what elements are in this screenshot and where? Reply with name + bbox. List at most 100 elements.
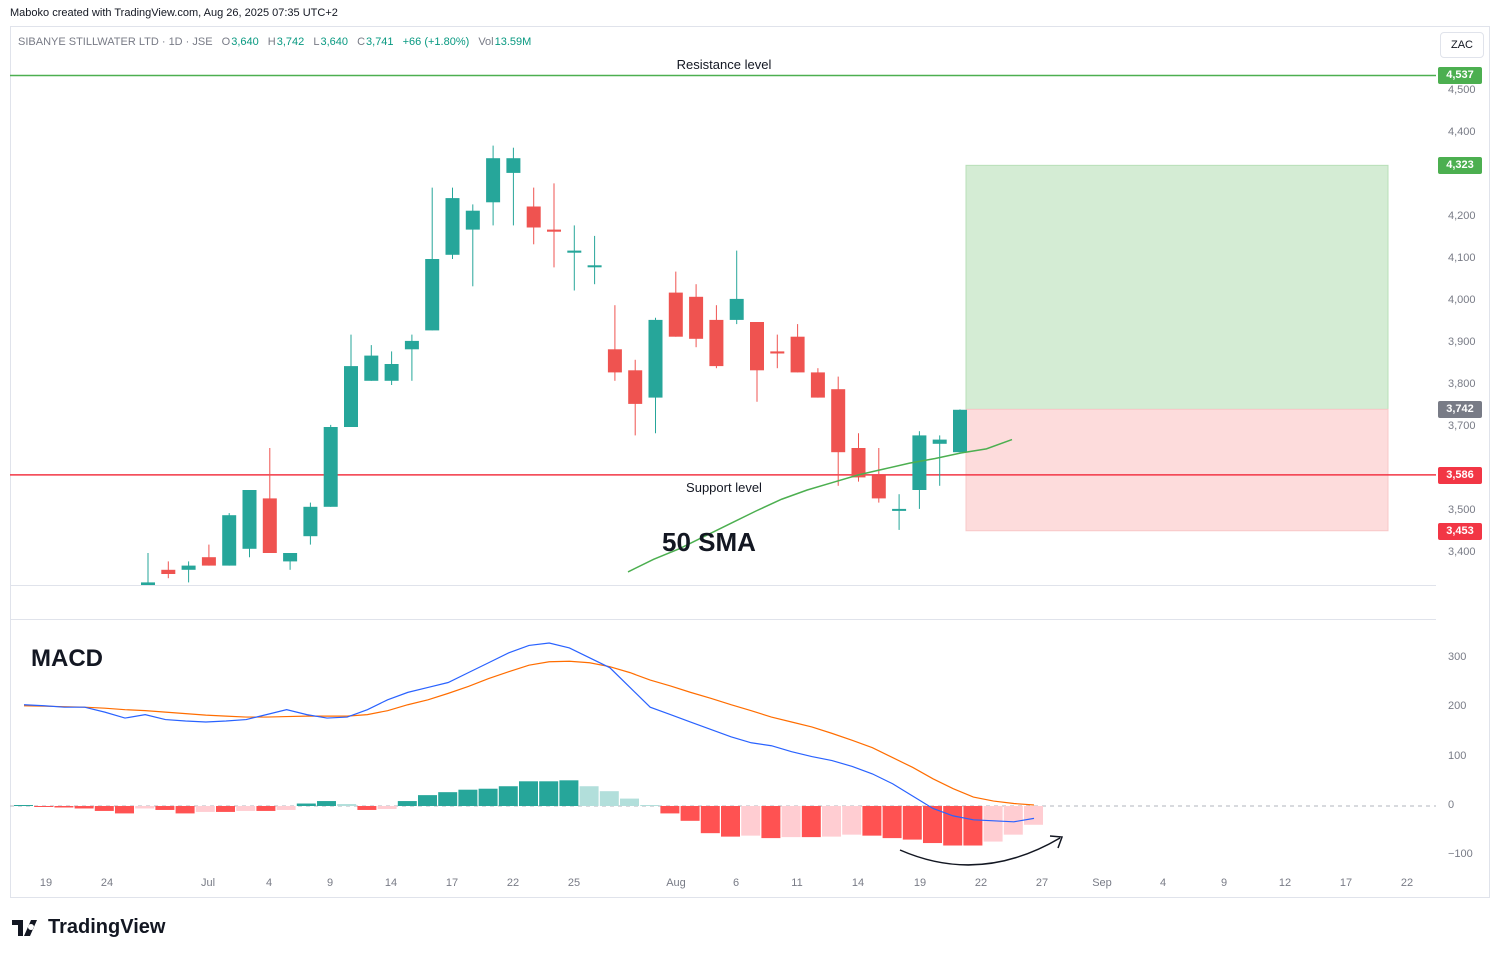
time-tick: 12 (1278, 877, 1292, 889)
candle-down (790, 336, 805, 373)
candle-up (912, 435, 927, 490)
resistance-label: Resistance level (676, 57, 772, 72)
macd-histogram-bar (34, 806, 54, 807)
candle-up (283, 553, 298, 562)
macd-histogram-bar (862, 806, 882, 836)
candle-up (384, 364, 399, 381)
price-tag: 4,323 (1438, 157, 1482, 175)
macd-histogram-bar (115, 806, 134, 814)
tradingview-logo[interactable]: TradingView (12, 916, 165, 939)
time-tick: 22 (1400, 877, 1414, 889)
time-tick: 25 (567, 877, 581, 889)
macd-tick: 300 (1448, 650, 1467, 663)
macd-histogram-bar (660, 806, 680, 814)
candle-down (607, 349, 622, 373)
macd-histogram-bar (882, 806, 902, 839)
time-tick: 14 (384, 877, 398, 889)
candle-down (851, 448, 866, 478)
macd-histogram-bar (74, 806, 94, 809)
time-tick: 4 (265, 877, 273, 889)
candle-up (323, 427, 338, 507)
macd-tick: 100 (1448, 749, 1467, 762)
candle-down (262, 498, 277, 553)
price-pane[interactable] (10, 74, 1436, 595)
macd-histogram-bar (14, 805, 33, 807)
close-value: 3,741 (366, 36, 394, 48)
volume-value: 13.59M (494, 36, 532, 48)
macd-histogram-bar (599, 791, 619, 806)
macd-histogram-bar (458, 789, 478, 806)
time-tick: 11 (791, 877, 803, 889)
macd-histogram-bar (640, 805, 660, 807)
time-tick: 19 (39, 877, 53, 889)
high-value: 3,742 (276, 36, 305, 48)
macd-histogram-bar (94, 806, 114, 811)
time-tick: 19 (913, 877, 927, 889)
candle-up (506, 158, 521, 173)
candle-up (729, 298, 744, 320)
macd-histogram-bar (377, 806, 397, 809)
time-tick: 22 (506, 877, 520, 889)
macd-histogram-bar (943, 806, 963, 846)
macd-histogram-bar (296, 803, 316, 806)
macd-tick: −100 (1448, 848, 1473, 861)
macd-histogram-bar (963, 806, 983, 846)
macd-tick: 200 (1448, 700, 1467, 713)
macd-histogram-bar (135, 806, 155, 809)
candle-up (587, 265, 602, 268)
macd-histogram-bar (579, 786, 599, 806)
price-tick: 3,700 (1448, 420, 1476, 432)
candle-up (648, 319, 663, 398)
time-tick: 27 (1035, 877, 1049, 889)
symbol-name[interactable]: SIBANYE STILLWATER LTD · 1D · JSE (18, 36, 213, 48)
macd-histogram-bar (397, 801, 417, 806)
candle-down (547, 229, 561, 232)
time-tick: 4 (1159, 877, 1167, 889)
time-tick: 14 (851, 877, 865, 889)
macd-histogram-bar (620, 798, 639, 806)
pane-divider[interactable] (10, 585, 1436, 586)
macd-histogram-bar (276, 806, 296, 810)
macd-histogram-bar (1003, 806, 1023, 835)
macd-histogram-bar (801, 806, 821, 838)
macd-histogram-bar (842, 806, 862, 835)
macd-histogram-bar (539, 781, 559, 806)
price-tick: 3,800 (1448, 378, 1476, 390)
macd-histogram-bar (478, 788, 498, 806)
macd-histogram-bar (438, 792, 458, 806)
time-tick: 9 (326, 877, 334, 889)
candle-up (364, 355, 379, 381)
candle-up (445, 198, 460, 255)
candle-down (810, 372, 825, 398)
price-tick: 3,900 (1448, 336, 1476, 348)
macd-histogram-bar (195, 806, 215, 812)
sma-label: 50 SMA (662, 527, 756, 557)
candle-down (871, 475, 886, 499)
candle-down (709, 319, 724, 367)
macd-histogram-bar (559, 780, 579, 806)
chart-credit: Maboko created with TradingView.com, Aug… (10, 7, 338, 19)
sma-line (627, 438, 1013, 573)
change-value: +66 (+1.80%) (402, 36, 470, 48)
macd-histogram-bar (357, 806, 377, 810)
price-tag: 3,453 (1438, 522, 1482, 540)
macd-histogram-bar (216, 806, 235, 812)
macd-histogram-bar (418, 795, 437, 806)
candle-up (404, 340, 419, 350)
macd-label: MACD (31, 645, 103, 672)
curved-arrow-head (1049, 835, 1064, 849)
candle-down (831, 389, 846, 453)
currency-button[interactable]: ZAC (1440, 32, 1484, 58)
macd-histogram-bar (781, 806, 801, 838)
macd-histogram-bar (822, 806, 841, 837)
macd-histogram-bar (236, 806, 256, 811)
price-tag: 3,742 (1438, 401, 1482, 419)
macd-histogram-bar (902, 806, 922, 840)
candle-up (222, 515, 237, 566)
time-tick: 22 (974, 877, 988, 889)
macd-histogram-bar (155, 806, 175, 810)
signal-line (23, 660, 1035, 806)
low-value: 3,640 (320, 36, 348, 48)
candle-up (892, 508, 907, 511)
